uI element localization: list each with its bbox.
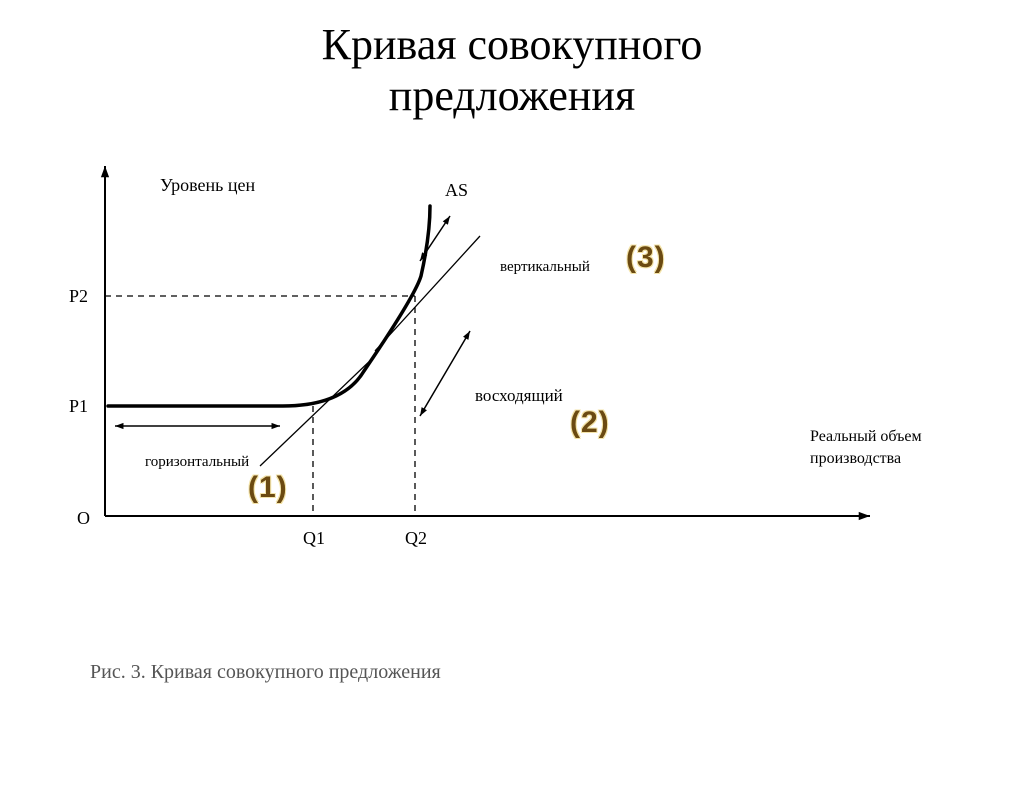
diagram: O P1 P2 Q1 Q2 Уровень цен AS вертикальный восход…	[0, 121, 1024, 661]
annotation-2: (2)	[570, 406, 610, 440]
as-curve-svg: O P1 P2 Q1 Q2 Уровень цен AS вертикальный восход…	[0, 121, 1024, 661]
title-line2: предложения	[389, 71, 635, 120]
figure-caption: Рис. 3. Кривая совокупного предложения	[90, 661, 1024, 684]
svg-text:Q2: Q2	[405, 528, 427, 548]
page-title: Кривая совокупного предложения	[0, 20, 1024, 121]
svg-text:O: O	[77, 508, 90, 528]
svg-text:P2: P2	[69, 286, 88, 306]
title-line1: Кривая совокупного	[322, 20, 703, 69]
svg-text:вертикальный: вертикальный	[500, 259, 590, 275]
svg-text:горизонтальный: горизонтальный	[145, 454, 249, 470]
svg-text:восходящий: восходящий	[475, 386, 563, 405]
svg-text:производства: производства	[810, 450, 901, 467]
svg-text:Уровень цен: Уровень цен	[160, 175, 256, 195]
svg-text:Реальный объем: Реальный объем	[810, 428, 922, 445]
svg-text:Q1: Q1	[303, 528, 325, 548]
annotation-3: (3)	[626, 241, 666, 275]
svg-text:P1: P1	[69, 396, 88, 416]
svg-text:AS: AS	[445, 180, 468, 200]
annotation-1: (1)	[248, 471, 288, 505]
